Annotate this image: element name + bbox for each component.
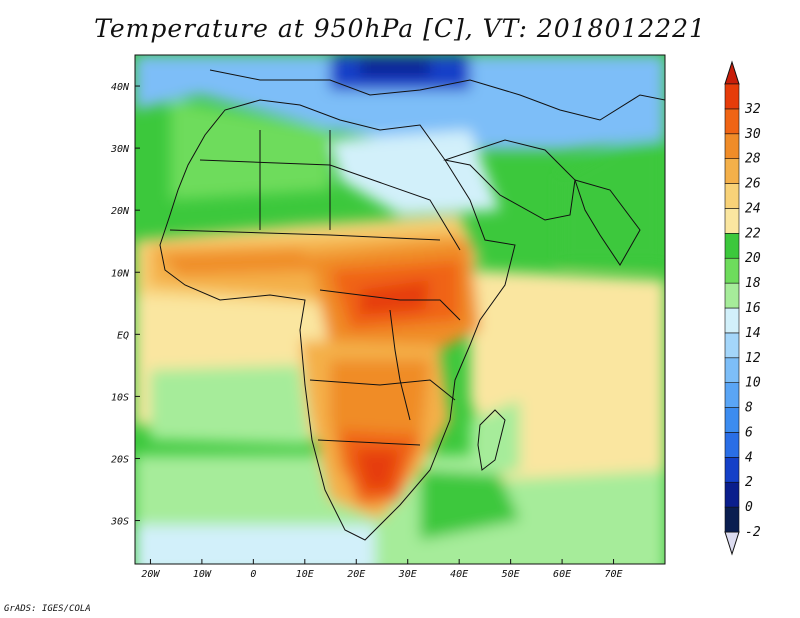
colorbar-segment (724, 307, 740, 334)
colorbar-label: -2 (745, 525, 761, 540)
x-tick-label: 30E (398, 569, 417, 580)
coastline-outlines (159, 69, 665, 541)
colorbar-label: 16 (745, 301, 761, 316)
x-tick-label: 60E (553, 569, 571, 580)
colorbar-segment (724, 233, 740, 259)
x-tick-label: 50E (502, 569, 520, 580)
x-tick-label: 10E (296, 569, 314, 580)
temperature-field (135, 55, 665, 564)
y-tick-label: 20S (111, 454, 129, 465)
colorbar-segment (724, 108, 740, 135)
x-tick-label: 20W (141, 569, 160, 580)
x-tick-label: 0 (250, 569, 256, 580)
colorbar-label: 28 (745, 152, 761, 167)
colorbar-segment (724, 357, 740, 383)
colorbar-segment (724, 481, 740, 508)
x-tick-label: 10W (193, 569, 212, 580)
colorbar-label: 2 (745, 475, 753, 490)
colorbar-segment (724, 83, 740, 110)
y-tick-label: 10S (111, 392, 129, 403)
colorbar-label: 14 (745, 326, 761, 341)
colorbar-label: 0 (745, 500, 753, 515)
y-tick-label: EQ (117, 330, 129, 341)
colorbar-segment (724, 432, 740, 458)
colorbar-over-arrow (724, 60, 740, 85)
colorbar-segment (724, 506, 740, 533)
colorbar-label: 22 (745, 226, 761, 241)
x-tick-label: 70E (605, 569, 623, 580)
colorbar-segment (724, 457, 740, 483)
colorbar-label: 20 (745, 251, 761, 266)
colorbar-label: 32 (744, 102, 761, 117)
colorbar-segment (724, 183, 740, 209)
colorbar-segment (724, 133, 740, 159)
y-tick-label: 30S (110, 517, 129, 528)
colorbar-label: 26 (745, 177, 761, 192)
colorbar-label: 12 (745, 351, 761, 366)
map-frame (134, 54, 666, 565)
colorbar-label: 4 (745, 450, 753, 465)
colorbar-segment (724, 257, 740, 284)
x-tick-label: 20E (347, 569, 365, 580)
colorbar-under-arrow (724, 531, 740, 556)
y-tick-label: 10N (111, 268, 130, 279)
colorbar-label: 30 (744, 127, 761, 142)
colorbar-segment (724, 332, 740, 359)
colorbar-segment (724, 158, 740, 184)
colorbar-label: 6 (745, 425, 753, 440)
colorbar-label: 18 (745, 276, 761, 291)
colorbar-label: 24 (745, 201, 761, 216)
colorbar-segment (724, 282, 740, 309)
credit-text: GrADS: IGES/COLA (4, 604, 91, 614)
x-tick-label: 40E (450, 569, 468, 580)
colorbar-label: 10 (745, 376, 761, 391)
colorbar-segment (724, 208, 740, 234)
y-tick-label: 40N (111, 82, 130, 93)
colorbar-label: 8 (745, 401, 753, 416)
colorbar-segment (724, 382, 740, 408)
colorbar-segment (724, 407, 740, 433)
y-tick-label: 20N (111, 206, 130, 217)
axis-ticks: 20W 10W 0 10E 20E 30E 40E 50E 60E 70E 40N 30N 20N 10N… (110, 82, 623, 580)
y-tick-label: 30N (110, 144, 130, 155)
map-title: Temperature at 950hPa [C], VT: 201801222… (94, 14, 706, 43)
